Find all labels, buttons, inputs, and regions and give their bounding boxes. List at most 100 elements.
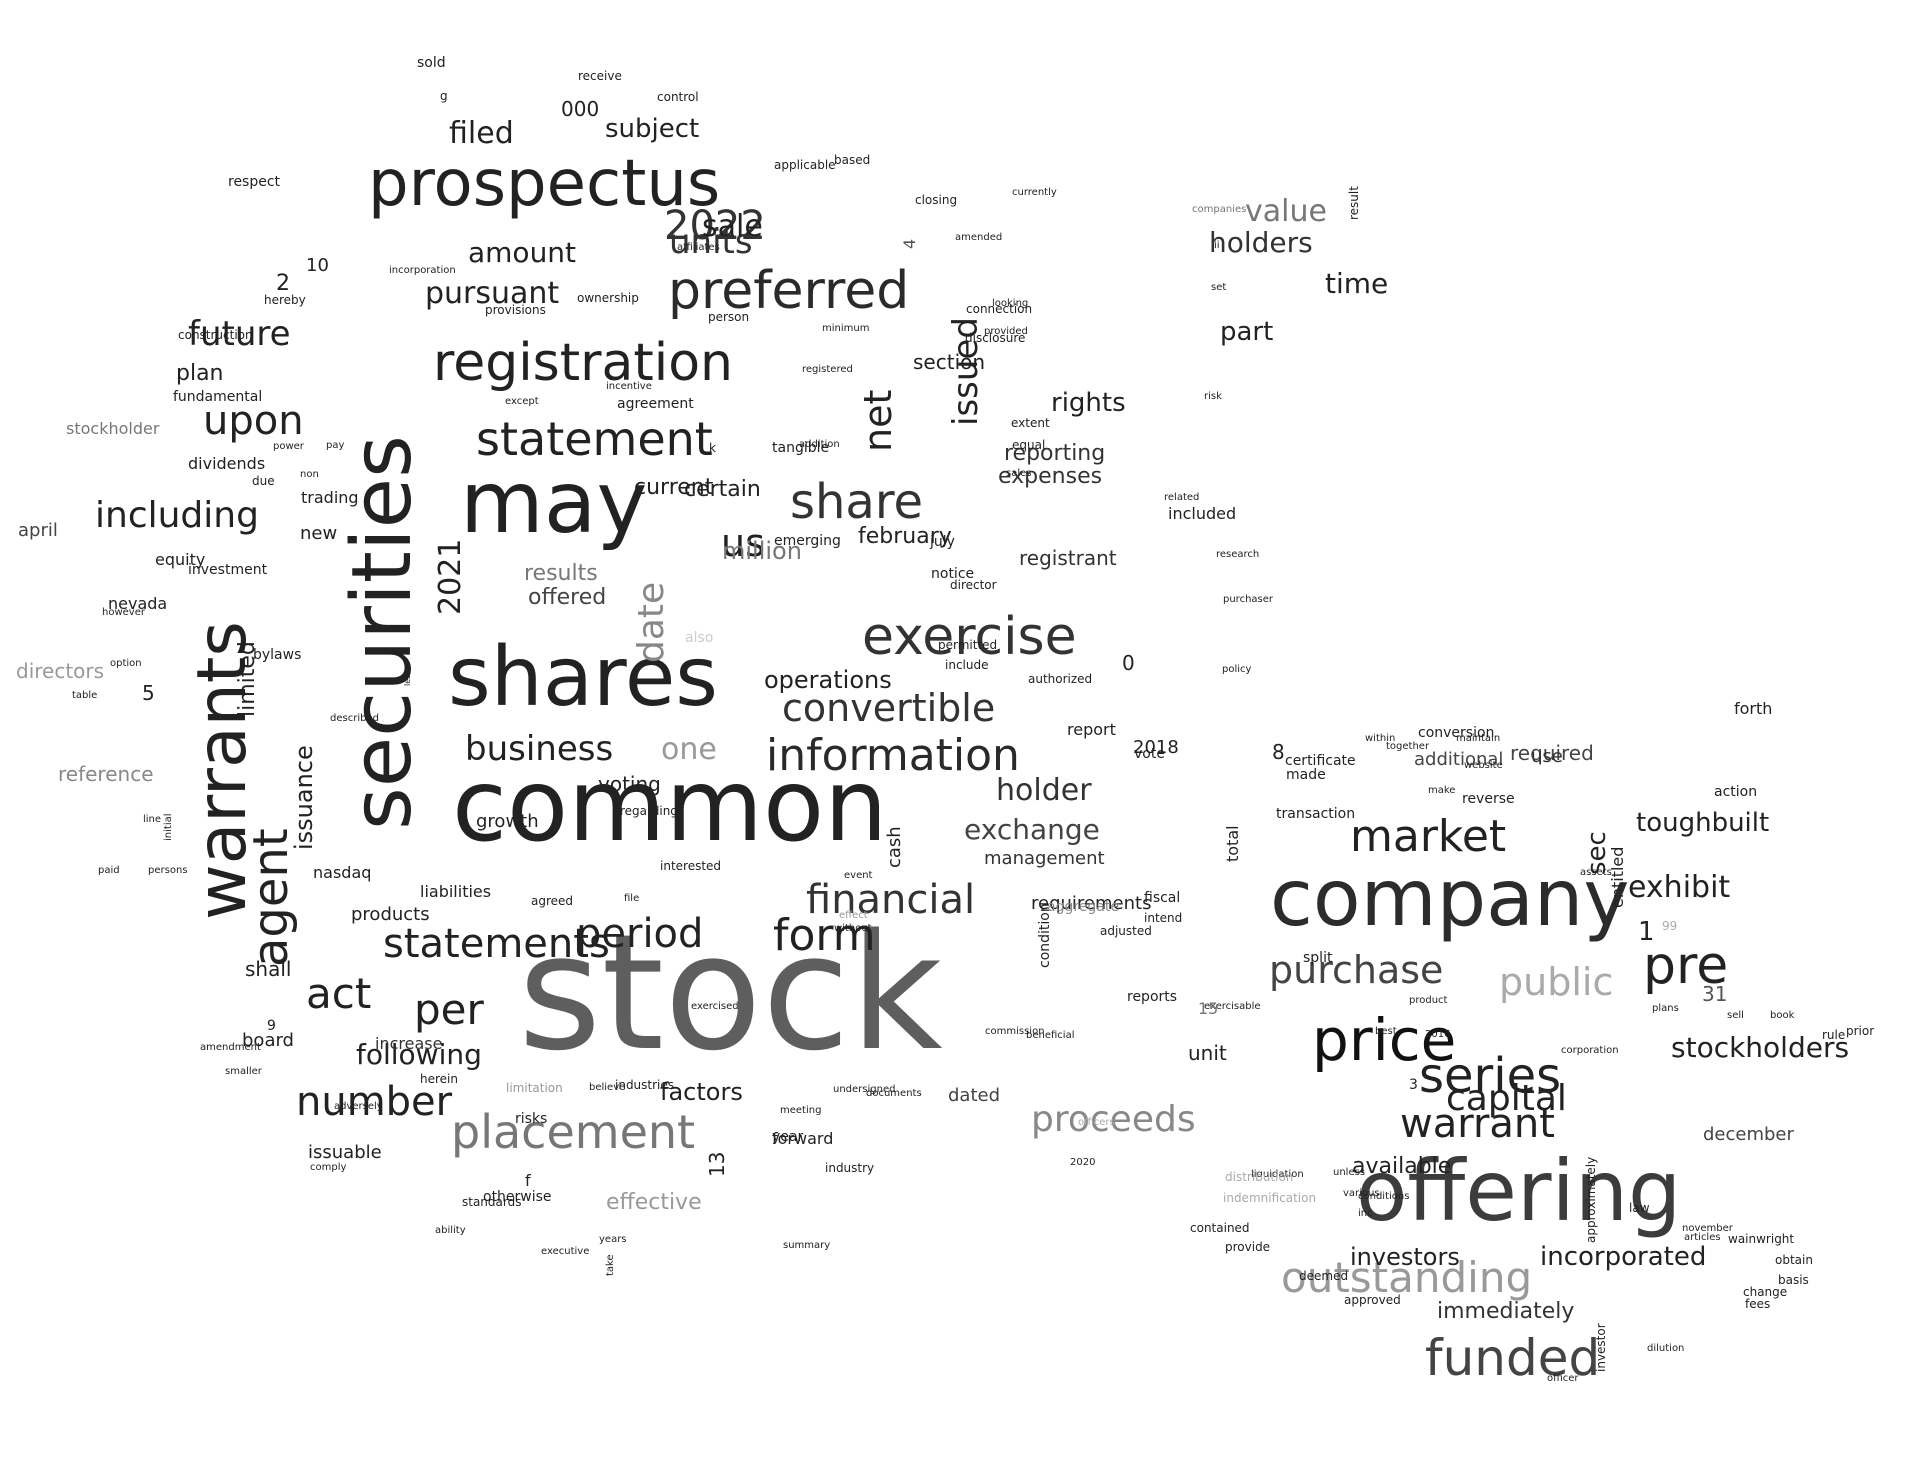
cloud-word: g (440, 89, 448, 103)
cloud-word: 13 (705, 1152, 729, 1177)
cloud-word: paid (98, 865, 120, 876)
cloud-word: sell (1727, 1010, 1744, 1021)
cloud-word: respect (228, 174, 281, 190)
cloud-word: persons (148, 865, 188, 876)
cloud-word: based (834, 153, 870, 167)
cloud-word: applicable (774, 158, 836, 172)
cloud-word: exercised (691, 1001, 739, 1012)
cloud-word: reverse (1462, 791, 1515, 807)
cloud-word: contained (1190, 1221, 1250, 1235)
cloud-word: registered (802, 364, 853, 375)
cloud-word: may (460, 453, 647, 553)
cloud-word: certain (684, 477, 761, 502)
cloud-word: november (1682, 1223, 1734, 1234)
cloud-word: statement (476, 412, 713, 466)
cloud-word: approximately (1584, 1157, 1598, 1243)
cloud-word: currently (1012, 187, 1057, 198)
cloud-word: units (669, 222, 753, 262)
cloud-word: initial (163, 814, 174, 842)
cloud-word: information (766, 730, 1020, 781)
cloud-word: 000 (561, 97, 599, 121)
cloud-word: beneficial (1026, 1030, 1074, 1041)
cloud-word: fees (1745, 1297, 1770, 1311)
cloud-word: subject (605, 114, 699, 144)
cloud-word: per (414, 985, 485, 1034)
cloud-word: february (858, 524, 952, 549)
cloud-word: including (95, 495, 259, 536)
cloud-word: rights (1051, 388, 1126, 418)
cloud-word: new (300, 523, 337, 544)
cloud-word: power (273, 441, 305, 452)
cloud-word: act (306, 969, 371, 1018)
cloud-word: meeting (780, 1105, 821, 1116)
cloud-word: forward (772, 1129, 833, 1148)
cloud-word: wainwright (1728, 1232, 1794, 1246)
cloud-word: articles (1684, 1232, 1721, 1243)
cloud-word: offering (1356, 1142, 1681, 1240)
cloud-word: increase (375, 1034, 442, 1053)
cloud-word: prospectus (368, 147, 720, 221)
cloud-word: holder (996, 773, 1092, 808)
cloud-word: 2016 (1425, 1029, 1450, 1040)
cloud-word: incentive (606, 381, 652, 392)
cloud-word: year (772, 1129, 803, 1145)
cloud-word: warrant (1400, 1101, 1555, 1147)
cloud-word: addition (799, 439, 840, 450)
cloud-word: period (576, 911, 703, 957)
cloud-word: 15 (1198, 999, 1218, 1018)
cloud-word: control (657, 90, 699, 104)
cloud-word: adjusted (1100, 924, 1152, 938)
cloud-word: following (356, 1038, 482, 1071)
cloud-word: unless (1333, 1167, 1365, 1178)
cloud-word: incorporation (389, 265, 456, 276)
cloud-word: bylaws (253, 647, 301, 663)
cloud-word: exercise (862, 607, 1077, 667)
cloud-word: option (110, 658, 142, 669)
cloud-word: 1 (1638, 917, 1655, 947)
cloud-word: officers (1078, 1117, 1115, 1128)
cloud-word: purchaser (1223, 594, 1274, 605)
cloud-word: outstanding (1281, 1253, 1532, 1302)
cloud-word: receive (578, 69, 622, 83)
cloud-word: transaction (1276, 806, 1355, 822)
cloud-word: otherwise (483, 1189, 552, 1205)
cloud-word: holders (1209, 226, 1313, 259)
cloud-word: dividends (188, 454, 265, 473)
cloud-word: believe (589, 1082, 625, 1093)
cloud-word: conditions (1358, 1191, 1409, 1202)
cloud-word: required (1510, 741, 1594, 765)
cloud-word: industries (615, 1078, 674, 1092)
cloud-word: nasdaq (313, 863, 371, 882)
cloud-word: cash (884, 826, 905, 868)
cloud-word: looking (992, 298, 1028, 309)
cloud-word: available (1352, 1154, 1451, 1179)
cloud-word: condition (1037, 903, 1053, 968)
cloud-word: limitation (506, 1081, 563, 1095)
cloud-word: sold (417, 55, 446, 71)
cloud-word: risks (515, 1111, 547, 1127)
cloud-word: standards (462, 1195, 521, 1209)
cloud-word: statements (383, 921, 610, 967)
cloud-word: plans (1652, 1003, 1679, 1014)
cloud-word: indemnification (1223, 1191, 1316, 1205)
cloud-word: market (1350, 811, 1506, 862)
cloud-word: line (143, 814, 161, 825)
cloud-word: hereby (264, 293, 306, 307)
cloud-word: provide (1225, 1240, 1270, 1254)
cloud-word: trading (301, 488, 359, 507)
cloud-word: filed (449, 116, 514, 151)
cloud-word: 8 (1272, 740, 1285, 764)
cloud-word: 9 (267, 1018, 276, 1034)
cloud-word: future (188, 314, 291, 354)
cloud-word: intend (1144, 911, 1182, 925)
cloud-word: pursuant (425, 276, 559, 311)
cloud-word: equal (1012, 438, 1045, 452)
cloud-word: december (1703, 1124, 1795, 1145)
cloud-word: forth (1734, 699, 1772, 718)
cloud-word: vote (1134, 746, 1165, 762)
cloud-word: agreed (531, 894, 573, 908)
cloud-word: obtain (1775, 1253, 1813, 1267)
cloud-word: products (351, 904, 430, 925)
cloud-word: policy (1222, 664, 1252, 675)
cloud-word: stockholders (1671, 1031, 1849, 1064)
